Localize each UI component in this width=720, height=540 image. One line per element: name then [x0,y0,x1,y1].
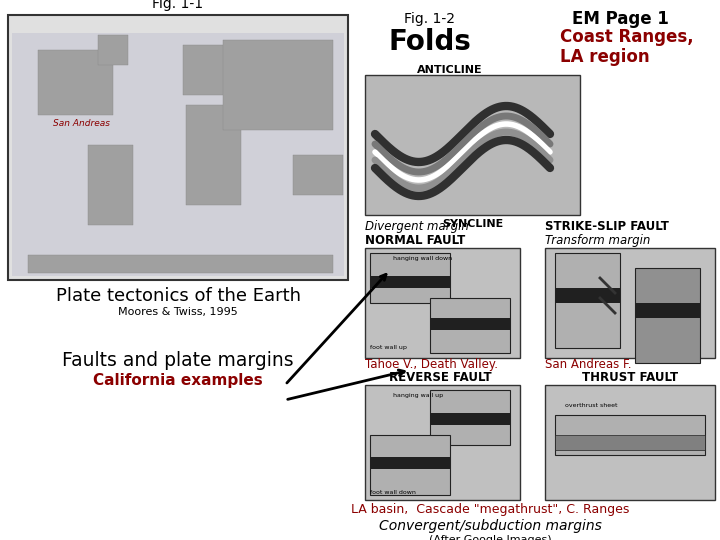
Bar [430,318,510,330]
Bar [370,457,450,469]
Bar [545,248,715,358]
Text: ANTICLINE: ANTICLINE [417,65,483,75]
Bar [98,35,128,65]
Bar [186,105,241,205]
Text: LA basin,  Cascade "megathrust", C. Ranges: LA basin, Cascade "megathrust", C. Range… [351,503,629,516]
Bar [635,268,700,363]
Bar [430,298,510,353]
Bar [555,288,620,303]
Bar [555,435,705,450]
Text: STRIKE-SLIP FAULT: STRIKE-SLIP FAULT [545,220,669,233]
Bar [545,385,715,500]
Text: Faults and plate margins: Faults and plate margins [62,350,294,369]
Bar [365,75,580,215]
Text: San Andreas: San Andreas [53,118,110,127]
Bar [38,50,113,115]
Text: NORMAL FAULT: NORMAL FAULT [365,234,465,247]
Bar [183,45,228,95]
Text: LA region: LA region [560,48,649,66]
Text: Divergent margin: Divergent margin [365,220,469,233]
Text: Tahoe V., Death Valley.: Tahoe V., Death Valley. [365,358,498,371]
Bar [635,303,700,318]
Bar [365,385,520,500]
Bar [88,145,133,225]
Text: Transform margin: Transform margin [545,234,650,247]
Text: EM Page 1: EM Page 1 [572,10,668,28]
Bar [365,248,520,358]
Text: Convergent/subduction margins: Convergent/subduction margins [379,519,601,533]
Bar [370,435,450,495]
Text: hanging wall down: hanging wall down [393,256,452,261]
Text: Coast Ranges,: Coast Ranges, [560,28,693,46]
Bar [370,276,450,288]
Text: hanging wall up: hanging wall up [393,393,443,398]
Text: THRUST FAULT: THRUST FAULT [582,371,678,384]
Bar [370,253,450,303]
Bar [223,40,333,130]
Text: overthrust sheet: overthrust sheet [565,403,618,408]
Bar [555,253,620,348]
Text: Plate tectonics of the Earth: Plate tectonics of the Earth [55,287,300,305]
Text: REVERSE FAULT: REVERSE FAULT [389,371,491,384]
Bar [430,390,510,445]
Bar [555,415,705,455]
Bar [430,413,510,425]
Text: Fig. 1-2: Fig. 1-2 [405,12,456,26]
Bar [28,255,333,273]
Text: San Andreas F.: San Andreas F. [545,358,631,371]
Text: foot wall down: foot wall down [370,490,416,495]
Bar [8,15,348,280]
Text: Fig. 1-1: Fig. 1-1 [153,0,204,11]
Text: California examples: California examples [93,373,263,388]
Text: (After Google Images): (After Google Images) [428,535,552,540]
Bar [293,155,343,195]
Text: foot wall up: foot wall up [370,345,407,350]
Text: Moores & Twiss, 1995: Moores & Twiss, 1995 [118,307,238,317]
Bar [12,33,344,276]
Text: Folds: Folds [389,28,472,56]
Text: SYNCLINE: SYNCLINE [442,219,503,229]
